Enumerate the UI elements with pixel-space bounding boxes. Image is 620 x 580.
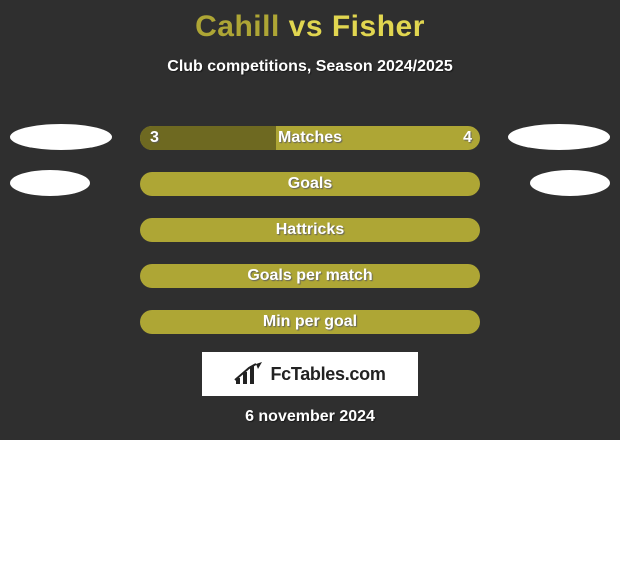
subtitle: Club competitions, Season 2024/2025	[0, 58, 620, 76]
bar-right-fill	[140, 310, 480, 334]
bar-right-fill	[140, 218, 480, 242]
left-team-marker	[10, 170, 90, 196]
bar-right-fill	[140, 172, 480, 196]
left-team-marker	[10, 124, 112, 150]
logo-box: FcTables.com	[202, 352, 418, 396]
stat-row: Matches34	[0, 108, 620, 154]
stat-row: Min per goal	[0, 292, 620, 338]
bar-left-fill	[140, 126, 276, 150]
bar-track	[140, 126, 480, 150]
comparison-card: Cahill vs Fisher Club competitions, Seas…	[0, 0, 620, 440]
title: Cahill vs Fisher	[0, 0, 620, 44]
bar-track	[140, 218, 480, 242]
title-player2: Fisher	[332, 10, 425, 43]
bar-value-right: 4	[463, 126, 472, 150]
stat-row: Goals per match	[0, 246, 620, 292]
date-text: 6 november 2024	[0, 408, 620, 426]
bars-chart: Matches34GoalsHattricksGoals per matchMi…	[0, 108, 620, 338]
bar-right-fill	[140, 264, 480, 288]
title-vs: vs	[289, 10, 323, 43]
bar-track	[140, 172, 480, 196]
right-team-marker	[508, 124, 610, 150]
bar-track	[140, 264, 480, 288]
title-player1: Cahill	[195, 10, 280, 43]
stat-row: Hattricks	[0, 200, 620, 246]
bar-value-left: 3	[150, 126, 159, 150]
logo-text: FcTables.com	[270, 364, 385, 385]
logo-bars-icon	[234, 362, 264, 386]
bar-track	[140, 310, 480, 334]
stat-row: Goals	[0, 154, 620, 200]
right-team-marker	[530, 170, 610, 196]
